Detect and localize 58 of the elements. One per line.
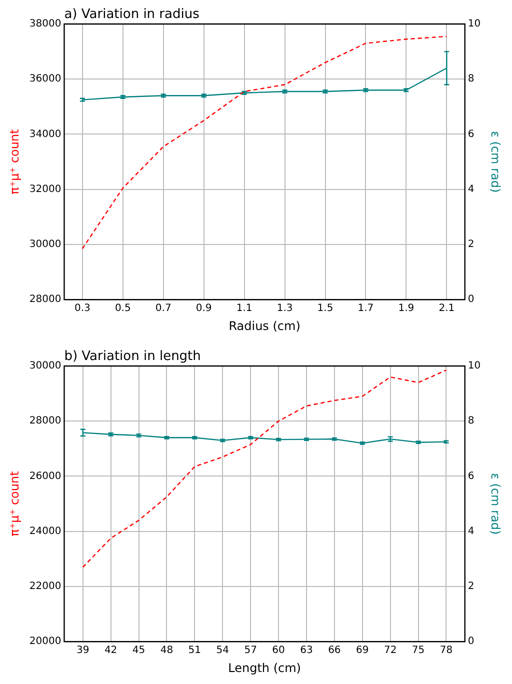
y2-tick-label: 2 xyxy=(468,581,474,592)
chart-title: b) Variation in length xyxy=(64,348,201,364)
x-tick-label: 45 xyxy=(132,645,146,656)
y2-tick-label: 0 xyxy=(468,636,474,648)
y2-axis-title: ε (cm rad) xyxy=(488,130,503,193)
x-tick-label: 57 xyxy=(244,645,257,656)
y-tick-label: 22000 xyxy=(29,581,62,592)
y-tick-label: 36000 xyxy=(29,74,62,85)
x-tick-label: 48 xyxy=(160,645,174,656)
x-tick-label: 2.1 xyxy=(438,303,455,314)
x-tick-label: 60 xyxy=(272,645,285,656)
x-tick-label: 0.9 xyxy=(196,303,212,314)
x-tick-label: 39 xyxy=(76,645,90,656)
line-series xyxy=(82,36,448,250)
y-tick-label: 30000 xyxy=(29,239,62,250)
x-tick-label: 51 xyxy=(188,645,202,656)
chart-title: a) Variation in radius xyxy=(64,6,200,22)
y2-tick-label: 10 xyxy=(468,18,481,30)
y-tick-label: 38000 xyxy=(29,18,62,30)
y-tick-label: 24000 xyxy=(29,526,62,537)
y2-tick-label: 6 xyxy=(468,470,474,482)
y2-tick-label: 4 xyxy=(468,526,474,537)
y-tick-label: 26000 xyxy=(29,470,62,482)
x-tick-label: 63 xyxy=(300,645,313,656)
y2-tick-label: 8 xyxy=(468,416,474,427)
x-tick-label: 72 xyxy=(384,645,397,656)
x-tick-label: 66 xyxy=(328,645,341,656)
y-tick-label: 28000 xyxy=(29,294,62,306)
x-tick-label: 1.3 xyxy=(276,303,293,314)
x-tick-label: 69 xyxy=(356,645,369,656)
y2-axis-title: ε (cm rad) xyxy=(488,472,503,535)
y-tick-label: 30000 xyxy=(29,360,62,372)
y2-tick-label: 0 xyxy=(468,294,474,306)
y-tick-label: 28000 xyxy=(29,416,62,427)
y2-tick-label: 2 xyxy=(468,239,474,250)
line-series xyxy=(82,370,447,568)
y-axis-title: π⁺μ⁺ count xyxy=(7,128,22,194)
x-tick-label: 54 xyxy=(216,645,229,656)
x-tick-label: 1.5 xyxy=(317,303,334,314)
x-tick-label: 75 xyxy=(412,645,425,656)
y-tick-label: 32000 xyxy=(29,184,62,195)
x-tick-label: 1.1 xyxy=(236,303,252,314)
y2-tick-label: 4 xyxy=(468,184,474,195)
y-axis-title: π⁺μ⁺ count xyxy=(7,470,22,536)
x-tick-label: 0.3 xyxy=(74,303,90,314)
y2-tick-label: 8 xyxy=(468,74,474,85)
y2-tick-label: 6 xyxy=(468,128,474,140)
x-tick-label: 1.7 xyxy=(358,303,374,314)
x-tick-label: 0.5 xyxy=(114,303,131,314)
x-tick-label: 0.7 xyxy=(155,303,172,314)
x-axis-title: Length (cm) xyxy=(228,660,301,675)
y2-tick-label: 10 xyxy=(468,360,481,372)
x-tick-label: 1.9 xyxy=(398,303,414,314)
y-tick-label: 20000 xyxy=(29,636,62,648)
x-tick-label: 42 xyxy=(104,645,118,656)
y-tick-label: 34000 xyxy=(29,128,62,140)
x-axis-title: Radius (cm) xyxy=(228,318,300,333)
x-tick-label: 78 xyxy=(440,645,453,656)
